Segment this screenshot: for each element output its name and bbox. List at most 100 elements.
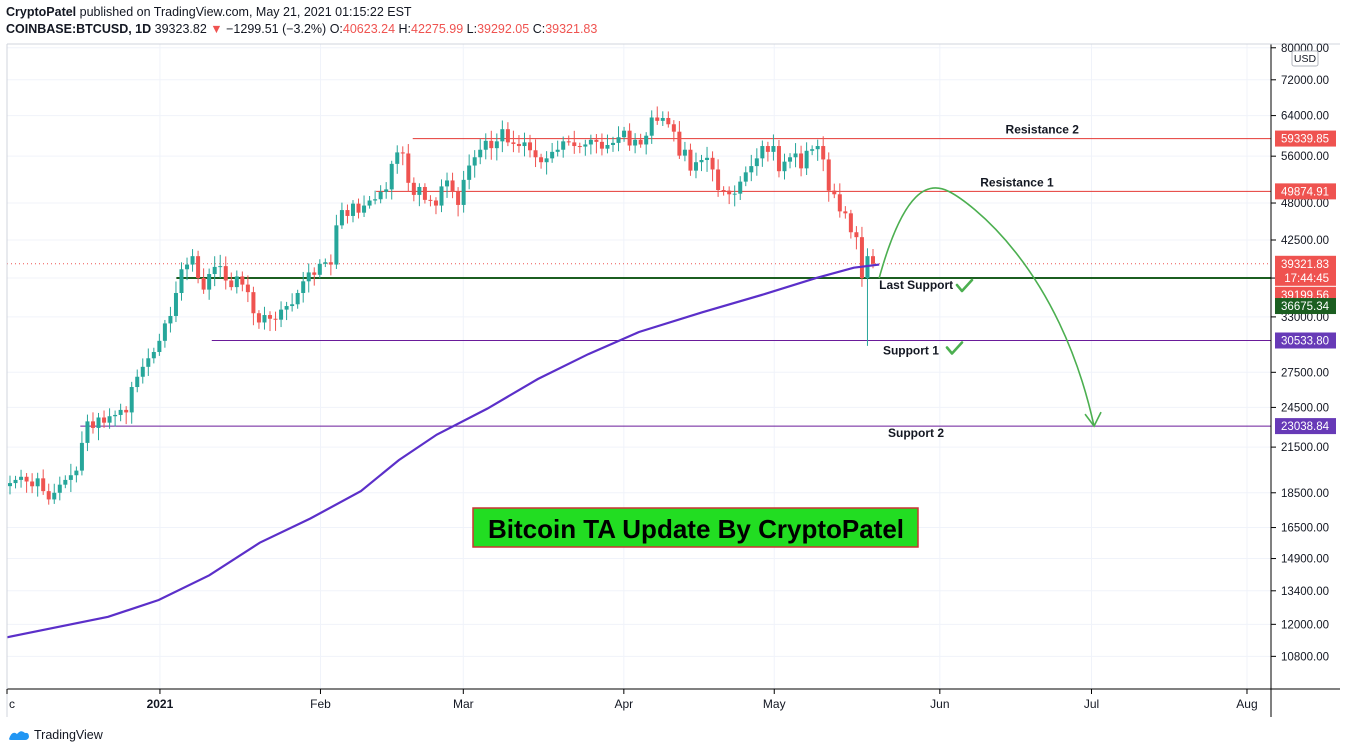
candle-body [190, 256, 195, 265]
candle-body [317, 263, 322, 275]
y-tick-label: 21500.00 [1281, 442, 1329, 454]
y-tick-label: 48000.00 [1281, 198, 1329, 210]
y-tick-label: 27500.00 [1281, 367, 1329, 379]
candle-body [577, 146, 582, 148]
candle-body [140, 366, 145, 377]
price-tag [1275, 255, 1336, 286]
open-value: 40623.24 [342, 22, 396, 36]
candle-body [871, 256, 875, 264]
x-tick-label: c [9, 697, 15, 711]
candle-body [743, 172, 748, 182]
candle-body [561, 141, 566, 150]
candle-body [682, 149, 687, 156]
candle-body [223, 266, 228, 281]
check-icon [955, 278, 974, 293]
candle-body [837, 194, 842, 212]
candle-body [793, 153, 798, 158]
candle-body [644, 135, 649, 145]
price-tag [1275, 418, 1336, 435]
published-text: published on TradingView.com, May 21, 20… [79, 5, 412, 19]
candle-body [843, 211, 848, 214]
plot-background [7, 44, 1271, 689]
candle-body [599, 141, 604, 149]
candle-body [489, 140, 494, 149]
candle-body [483, 140, 488, 150]
price-tag-text: 36675.34 [1281, 301, 1330, 313]
x-tick-label: Aug [1236, 697, 1257, 711]
candle-body [96, 417, 101, 428]
candle-body [284, 306, 289, 310]
candle-body [400, 152, 405, 154]
candle-body [572, 142, 577, 147]
candle-body [256, 313, 261, 323]
price-tag-text: 23038.84 [1281, 421, 1330, 433]
candle-body [738, 181, 743, 194]
candle-body [41, 478, 46, 492]
y-tick-label: 42500.00 [1281, 235, 1329, 247]
y-tick-label: 16500.00 [1281, 523, 1329, 535]
candle-body [799, 153, 804, 169]
candle-body [705, 157, 710, 160]
candle-body [771, 146, 776, 152]
candle-body [362, 205, 367, 213]
moving-average [6, 263, 880, 639]
candle-body [815, 146, 820, 150]
close-value: 39321.83 [545, 22, 598, 36]
candle-body [610, 142, 615, 145]
candle-body [439, 186, 444, 206]
author-name[interactable]: CryptoPatel [6, 5, 77, 19]
candle-body [710, 157, 715, 170]
time-axis[interactable]: c 2021 Feb Mar Apr May Jun Jul Aug [6, 689, 1258, 711]
candle-body [118, 409, 123, 415]
candle-body [240, 276, 245, 285]
candle-body [30, 481, 35, 487]
symbol-name[interactable]: COINBASE:BTCUSD, 1D [6, 22, 152, 36]
tradingview-logo-icon [9, 731, 29, 740]
candle-body [207, 274, 212, 290]
candle-body [19, 476, 24, 480]
currency-badge: USD [1291, 50, 1319, 67]
change-arrow-icon: ▼ [210, 22, 223, 36]
tradingview-footer[interactable]: TradingView [8, 728, 103, 742]
candle-body [35, 478, 40, 487]
candle-body [13, 479, 18, 484]
candle-body [129, 387, 134, 413]
last-price: 39323.82 [154, 22, 207, 36]
price-tag-sub: 17:44:45 [1284, 273, 1329, 285]
y-tick-label: 14900.00 [1281, 554, 1329, 566]
candle-body [422, 186, 427, 200]
candle-body [85, 421, 90, 443]
candle-body [173, 292, 178, 316]
candle-body [356, 203, 361, 213]
candle-body [185, 264, 190, 270]
y-tick-label: 56000.00 [1281, 151, 1329, 163]
candle-body [727, 190, 732, 195]
candle-body [212, 266, 217, 275]
x-tick-label: Apr [614, 697, 633, 711]
candle-body [350, 203, 355, 216]
candle-body [339, 210, 344, 226]
candle-body [124, 409, 129, 413]
candle-body [550, 151, 555, 159]
candle-body [290, 304, 295, 307]
ma-line [6, 263, 880, 639]
level-labels: Resistance 2 Resistance 1 Last Support Supp… [879, 123, 1079, 441]
y-tick-label: 64000.00 [1281, 111, 1329, 123]
candlestick-series[interactable] [8, 106, 875, 505]
candle-body [201, 278, 206, 290]
level-label: Last Support [879, 278, 953, 292]
candle-body [500, 129, 505, 142]
candle-body [323, 262, 328, 264]
candle-body [367, 200, 372, 206]
candle-body [810, 149, 815, 151]
candle-body [699, 159, 704, 163]
candle-body [749, 166, 754, 173]
candle-body [245, 284, 250, 293]
candle-body [234, 276, 239, 288]
candle-body [135, 376, 140, 388]
candle-body [854, 232, 859, 238]
candle-body [107, 416, 112, 423]
candle-body [605, 144, 610, 149]
candle-body [334, 225, 339, 265]
